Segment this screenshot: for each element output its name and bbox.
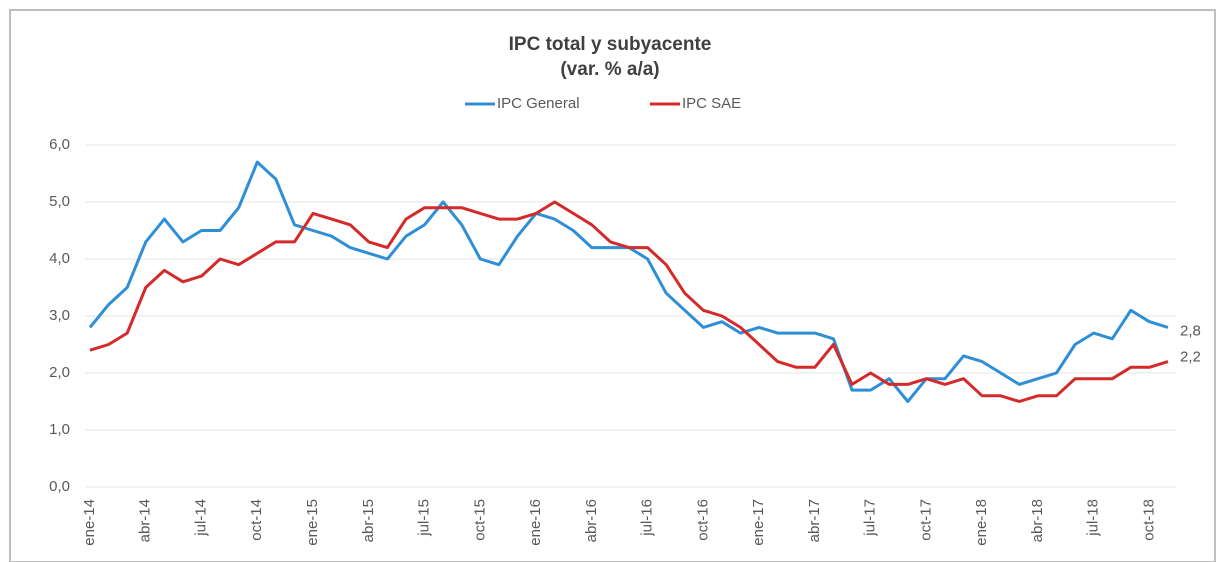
value-label: 2,8 [1180, 322, 1201, 339]
x-tick-label: abr-17 [806, 499, 823, 542]
x-tick-label: jul-15 [416, 499, 433, 537]
chart-title: IPC total y subyacente [509, 34, 712, 55]
x-tick-label: ene-15 [304, 499, 321, 546]
x-tick-label: ene-18 [973, 499, 990, 546]
x-tick-label: abr-18 [1029, 499, 1046, 542]
chart-frame [9, 9, 1216, 562]
x-tick-label: jul-14 [192, 499, 209, 537]
x-tick-label: oct-15 [471, 499, 488, 541]
x-tick-label: ene-14 [81, 499, 98, 546]
x-tick-label: jul-17 [862, 499, 879, 537]
x-tick-label: ene-16 [527, 499, 544, 546]
x-tick-label: abr-16 [583, 499, 600, 542]
x-tick-label: oct-17 [917, 499, 934, 541]
x-tick-label: jul-18 [1085, 499, 1102, 537]
y-tick-label: 5,0 [49, 193, 70, 210]
legend-label: IPC SAE [682, 95, 741, 112]
x-tick-label: oct-16 [694, 499, 711, 541]
value-label: 2,2 [1180, 349, 1201, 366]
y-tick-label: 4,0 [49, 250, 70, 267]
chart-subtitle: (var. % a/a) [560, 59, 659, 80]
y-tick-label: 2,0 [49, 364, 70, 381]
y-tick-label: 1,0 [49, 421, 70, 438]
y-tick-label: 3,0 [49, 307, 70, 324]
x-tick-label: jul-16 [639, 499, 656, 537]
x-tick-label: oct-14 [248, 499, 265, 541]
x-tick-label: ene-17 [750, 499, 767, 546]
y-tick-label: 6,0 [49, 136, 70, 153]
x-tick-label: abr-14 [137, 499, 154, 542]
y-tick-label: 0,0 [49, 478, 70, 495]
x-tick-label: abr-15 [360, 499, 377, 542]
series-line [89, 200, 1169, 403]
legend-label: IPC General [497, 95, 580, 112]
x-tick-label: oct-18 [1140, 499, 1157, 541]
